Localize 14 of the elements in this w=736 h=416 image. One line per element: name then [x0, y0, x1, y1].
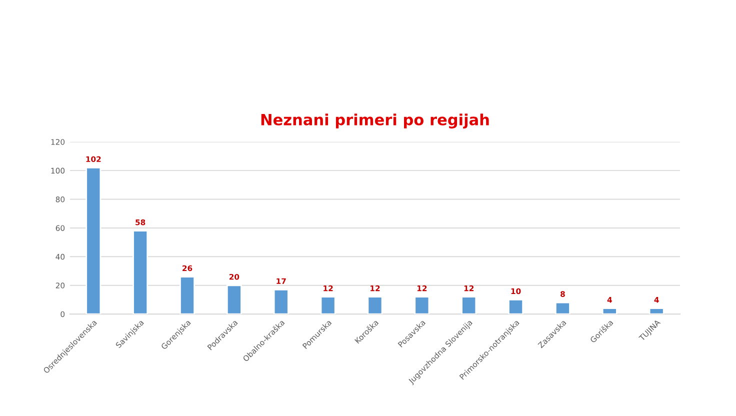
bar [508, 299, 524, 314]
bar [132, 230, 148, 314]
bar [461, 296, 477, 314]
chart-title: Neznani primeri po regijah [261, 114, 489, 128]
bar [554, 302, 570, 314]
bar [648, 308, 664, 314]
bar [367, 296, 383, 314]
bar [226, 284, 242, 314]
bar [414, 296, 430, 314]
bar [180, 276, 195, 314]
bar [273, 288, 289, 314]
bar [320, 296, 336, 314]
bar [86, 166, 102, 314]
bar [602, 308, 618, 314]
